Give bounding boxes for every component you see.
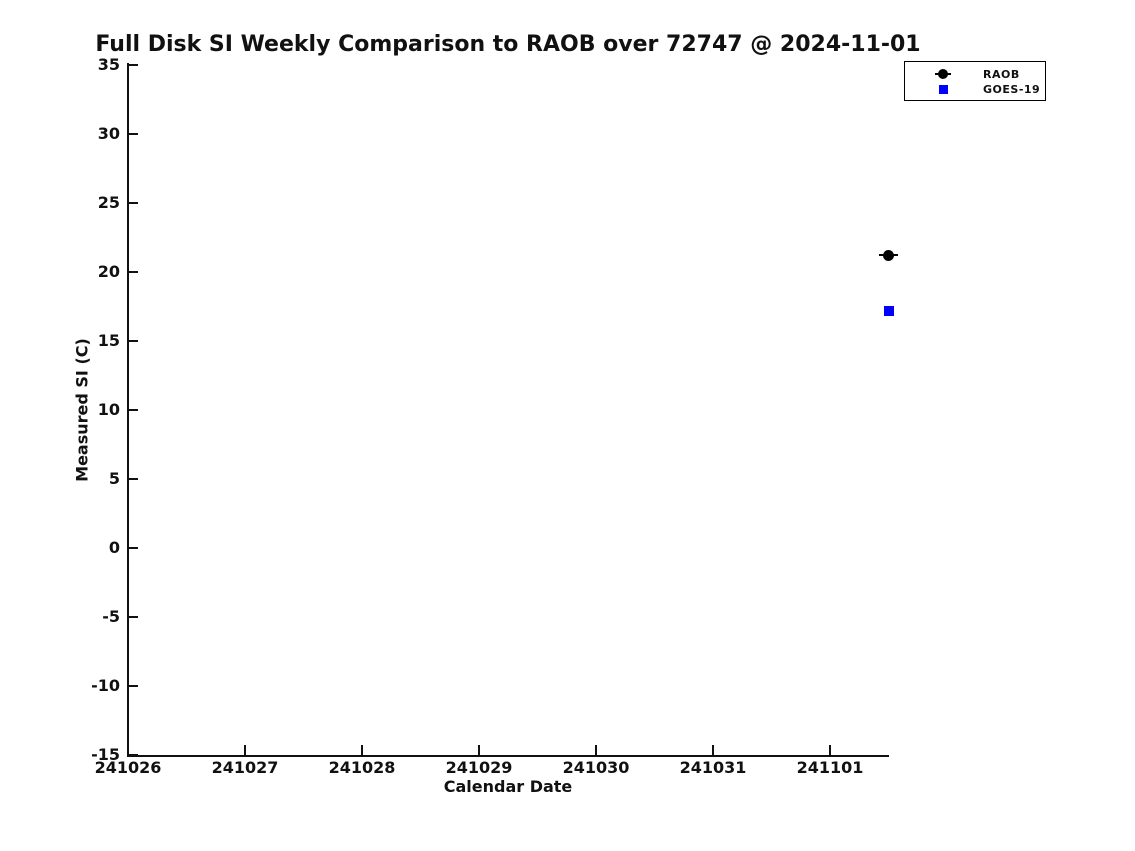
y-tick-mark (129, 754, 138, 756)
y-tick-mark (129, 685, 138, 687)
x-axis-label: Calendar Date (443, 777, 573, 796)
y-tick-mark (129, 340, 138, 342)
goes-19-data-point (883, 305, 894, 316)
x-tick-mark (244, 745, 246, 755)
y-tick-mark (129, 271, 138, 273)
y-tick-label: 5 (108, 469, 120, 488)
y-tick-label: 15 (97, 331, 120, 350)
legend-entry-goes19: GOES-19 (905, 82, 1045, 97)
x-tick-mark (712, 745, 714, 755)
y-tick-label: 10 (97, 400, 120, 419)
x-tick-label: 241028 (328, 758, 396, 777)
y-tick-mark (129, 478, 138, 480)
y-tick-mark (129, 202, 138, 204)
x-tick-label: 241101 (796, 758, 864, 777)
x-tick-mark (361, 745, 363, 755)
legend-entry-raob: RAOB (905, 67, 1045, 82)
y-tick-label: 30 (97, 124, 120, 143)
x-tick-label: 241030 (562, 758, 630, 777)
x-tick-label: 241031 (679, 758, 747, 777)
raob-data-point (883, 249, 894, 261)
y-tick-label: 35 (97, 55, 120, 74)
y-tick-label: -15 (91, 745, 120, 764)
y-tick-mark (129, 547, 138, 549)
x-tick-mark (127, 745, 129, 755)
y-tick-label: 0 (108, 538, 120, 557)
x-tick-mark (829, 745, 831, 755)
legend-label-goes19: GOES-19 (983, 82, 1041, 96)
x-tick-mark (595, 745, 597, 755)
legend: RAOB GOES-19 (904, 61, 1046, 101)
legend-label-raob: RAOB (983, 67, 1020, 81)
raob-circle-icon (933, 67, 953, 82)
y-tick-mark (129, 64, 138, 66)
y-tick-label: 20 (97, 262, 120, 281)
y-tick-label: 25 (97, 193, 120, 212)
x-tick-mark (478, 745, 480, 755)
y-tick-mark (129, 133, 138, 135)
y-tick-label: -5 (102, 607, 120, 626)
y-tick-label: -10 (91, 676, 120, 695)
y-tick-mark (129, 409, 138, 411)
chart-title: Full Disk SI Weekly Comparison to RAOB o… (95, 32, 921, 57)
plot-area (127, 63, 889, 757)
y-tick-mark (129, 616, 138, 618)
x-tick-label: 241029 (445, 758, 513, 777)
goes19-square-icon (933, 82, 953, 97)
x-tick-label: 241026 (94, 758, 162, 777)
x-tick-label: 241027 (211, 758, 279, 777)
